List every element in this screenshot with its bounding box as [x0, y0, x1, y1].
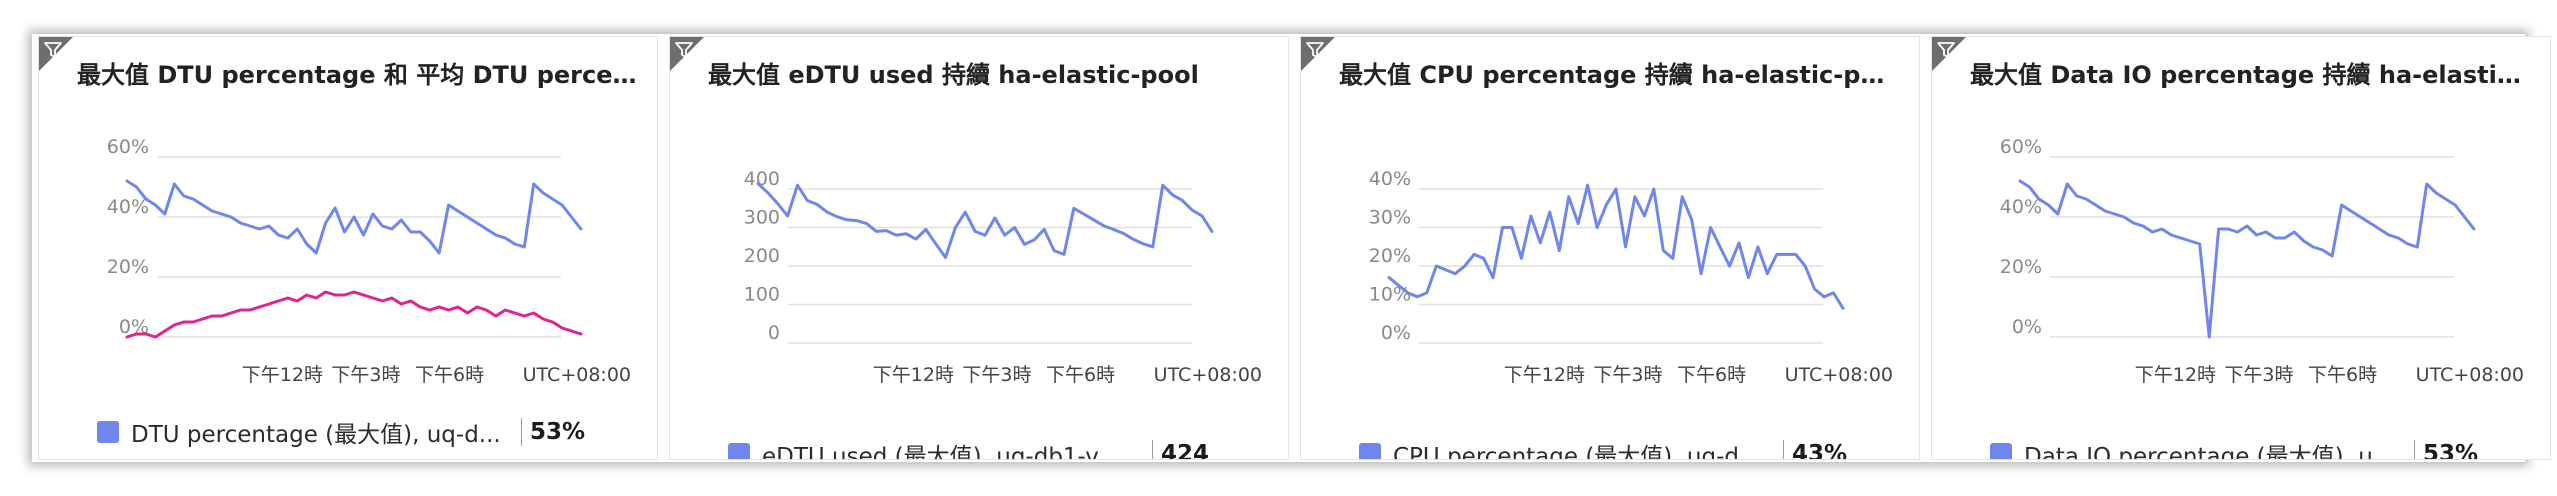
- series-line: [125, 290, 583, 339]
- legend-item[interactable]: DTU percentage (最大值), uq-d... 53%: [97, 415, 585, 449]
- series-swatch: [97, 421, 119, 443]
- x-tick-label: 下午6時: [415, 364, 484, 386]
- x-tick-label: UTC+08:00: [523, 364, 631, 386]
- x-tick-label: 下午12時: [242, 364, 323, 386]
- y-tick-label: 30%: [1369, 207, 1411, 229]
- y-tick-label: 100: [744, 284, 780, 306]
- x-tick-label: 下午3時: [1593, 364, 1662, 386]
- tile-title: 最大值 Data IO percentage 持續 ha-elastic-...: [1970, 61, 2530, 89]
- legend-item[interactable]: Data IO percentage (最大值), u... 53%: [1990, 437, 2479, 460]
- x-tick-label: 下午6時: [2308, 364, 2377, 386]
- series-value: 43%: [1792, 441, 1848, 460]
- y-tick-label: 200: [744, 245, 780, 267]
- line-chart[interactable]: 60%40%20%0%下午12時 下午3時 下午6時 UTC+08:00: [39, 97, 658, 397]
- filter-icon[interactable]: [1935, 39, 1957, 61]
- y-tick-label: 20%: [1369, 245, 1411, 267]
- series-line: [756, 182, 1214, 259]
- x-tick-label: 下午3時: [331, 364, 400, 386]
- series-line: [125, 179, 583, 255]
- tile-title: 最大值 eDTU used 持續 ha-elastic-pool: [708, 61, 1199, 89]
- x-tick-label: 下午12時: [2135, 364, 2216, 386]
- y-tick-label: 10%: [1369, 284, 1411, 306]
- line-chart[interactable]: 60% 40% 20% 0% 下午12時 下午3時 下午6時 UTC+08:00: [1932, 97, 2551, 397]
- series-swatch: [728, 443, 750, 459]
- series-line: [2018, 179, 2476, 339]
- metric-tile-dtu[interactable]: 最大值 DTU percentage 和 平均 DTU percen... 60…: [38, 36, 658, 460]
- series-value: 53%: [2423, 441, 2479, 460]
- metric-tile-cpu[interactable]: 最大值 CPU percentage 持續 ha-elastic-pool 40…: [1300, 36, 1920, 460]
- x-tick-label: 下午3時: [2224, 364, 2293, 386]
- series-label: CPU percentage (最大值), uq-d...: [1393, 444, 1761, 460]
- filter-icon[interactable]: [1304, 39, 1326, 61]
- x-tick-label: 下午3時: [962, 364, 1031, 386]
- x-tick-label: UTC+08:00: [2416, 364, 2524, 386]
- series-swatch: [1359, 443, 1381, 459]
- filter-icon[interactable]: [673, 39, 695, 61]
- y-tick-label: 0%: [1381, 322, 1411, 344]
- y-tick-label: 300: [744, 207, 780, 229]
- y-tick-label: 40%: [1369, 168, 1411, 190]
- x-tick-label: 下午6時: [1677, 364, 1746, 386]
- x-tick-label: UTC+08:00: [1154, 364, 1262, 386]
- series-value: 424: [1161, 441, 1210, 460]
- y-tick-label: 20%: [107, 256, 149, 278]
- series-label: DTU percentage (平均), uq-...: [131, 459, 511, 460]
- y-tick-label: 40%: [107, 196, 149, 218]
- series-line: [1387, 183, 1845, 310]
- series-swatch: [1990, 443, 2012, 459]
- y-tick-label: 20%: [2000, 256, 2042, 278]
- series-value: 53%: [530, 419, 586, 445]
- legend-item[interactable]: CPU percentage (最大值), uq-d... 43%: [1359, 437, 1848, 460]
- metric-tile-edtu[interactable]: 最大值 eDTU used 持續 ha-elastic-pool 400 300 2…: [669, 36, 1289, 460]
- y-tick-label: 0: [768, 322, 780, 344]
- y-tick-label: 60%: [2000, 136, 2042, 158]
- legend-item[interactable]: eDTU used (最大值), uq-db1-v... 424: [728, 437, 1210, 460]
- line-chart[interactable]: 40% 30% 20% 10% 0% 下午12時 下午3時 下午6時 UTC+08:00: [1301, 97, 1920, 397]
- tile-title: 最大值 CPU percentage 持續 ha-elastic-pool: [1339, 61, 1899, 89]
- series-label: eDTU used (最大值), uq-db1-v...: [762, 444, 1119, 460]
- y-tick-label: 60%: [107, 136, 149, 158]
- y-tick-label: 0%: [2012, 316, 2042, 338]
- x-tick-label: 下午12時: [873, 364, 954, 386]
- legend-item[interactable]: DTU percentage (平均), uq-... 8.0553%: [97, 459, 642, 460]
- series-label: DTU percentage (最大值), uq-d...: [131, 422, 501, 448]
- line-chart[interactable]: 400 300 200 100 0 下午12時 下午3時 下午6時 UTC+08:00: [670, 97, 1289, 397]
- filter-icon[interactable]: [42, 39, 64, 61]
- metric-tile-data-io[interactable]: 最大值 Data IO percentage 持續 ha-elastic-...…: [1931, 36, 2551, 460]
- y-tick-label: 40%: [2000, 196, 2042, 218]
- y-tick-label: 400: [744, 168, 780, 190]
- x-tick-label: 下午6時: [1046, 364, 1115, 386]
- series-label: Data IO percentage (最大值), u...: [2024, 444, 2395, 460]
- x-tick-label: UTC+08:00: [1785, 364, 1893, 386]
- x-tick-label: 下午12時: [1504, 364, 1585, 386]
- tile-title: 最大值 DTU percentage 和 平均 DTU percen...: [77, 61, 637, 89]
